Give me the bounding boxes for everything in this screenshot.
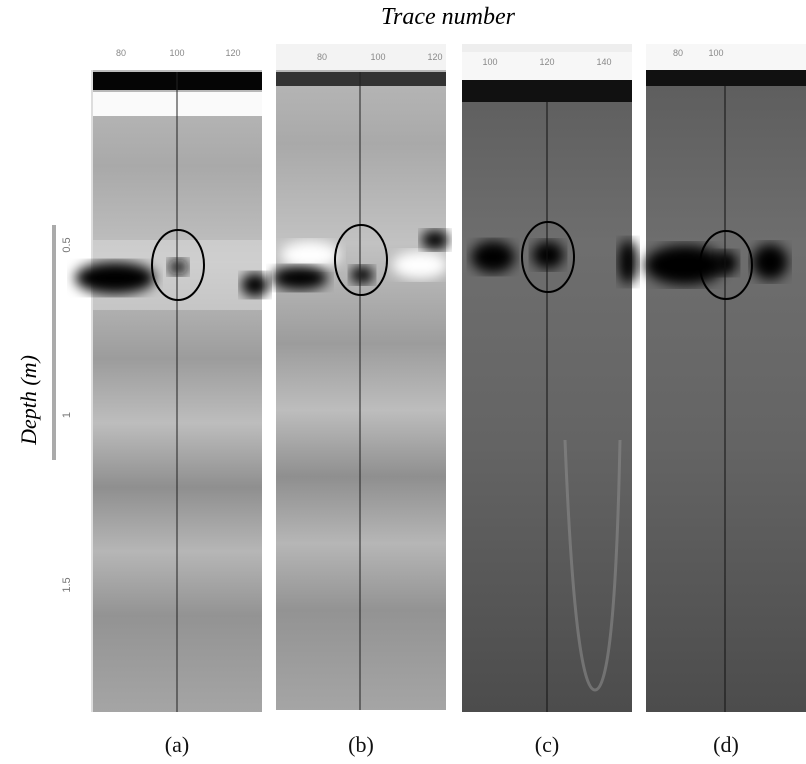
depth-tick: 1 [61,412,73,418]
trace-tick: 100 [169,48,184,58]
trace-tick: 140 [596,57,611,67]
trace-tick: 120 [427,52,442,62]
panel-label: (c) [535,732,559,757]
trace-tick: 80 [116,48,126,58]
panel-label: (a) [165,732,189,757]
radargram-c [462,44,638,712]
trace-tick: 100 [482,57,497,67]
panel-label: (b) [348,732,374,757]
title: Trace number [381,4,516,30]
y-axis-title: Depth (m) [16,355,41,446]
trace-tick: 120 [539,57,554,67]
panel-label: (d) [713,732,739,757]
trace-tick: 120 [225,48,240,58]
trace-tick: 100 [708,48,723,58]
trace-tick: 80 [673,48,683,58]
radargram-b [272,44,449,710]
depth-ruler [52,70,93,712]
radargram-d [645,44,806,712]
trace-tick: 100 [370,52,385,62]
radargram-a [75,70,269,712]
depth-tick: 1.5 [61,577,73,592]
depth-tick: 0.5 [61,237,73,252]
trace-tick: 80 [317,52,327,62]
